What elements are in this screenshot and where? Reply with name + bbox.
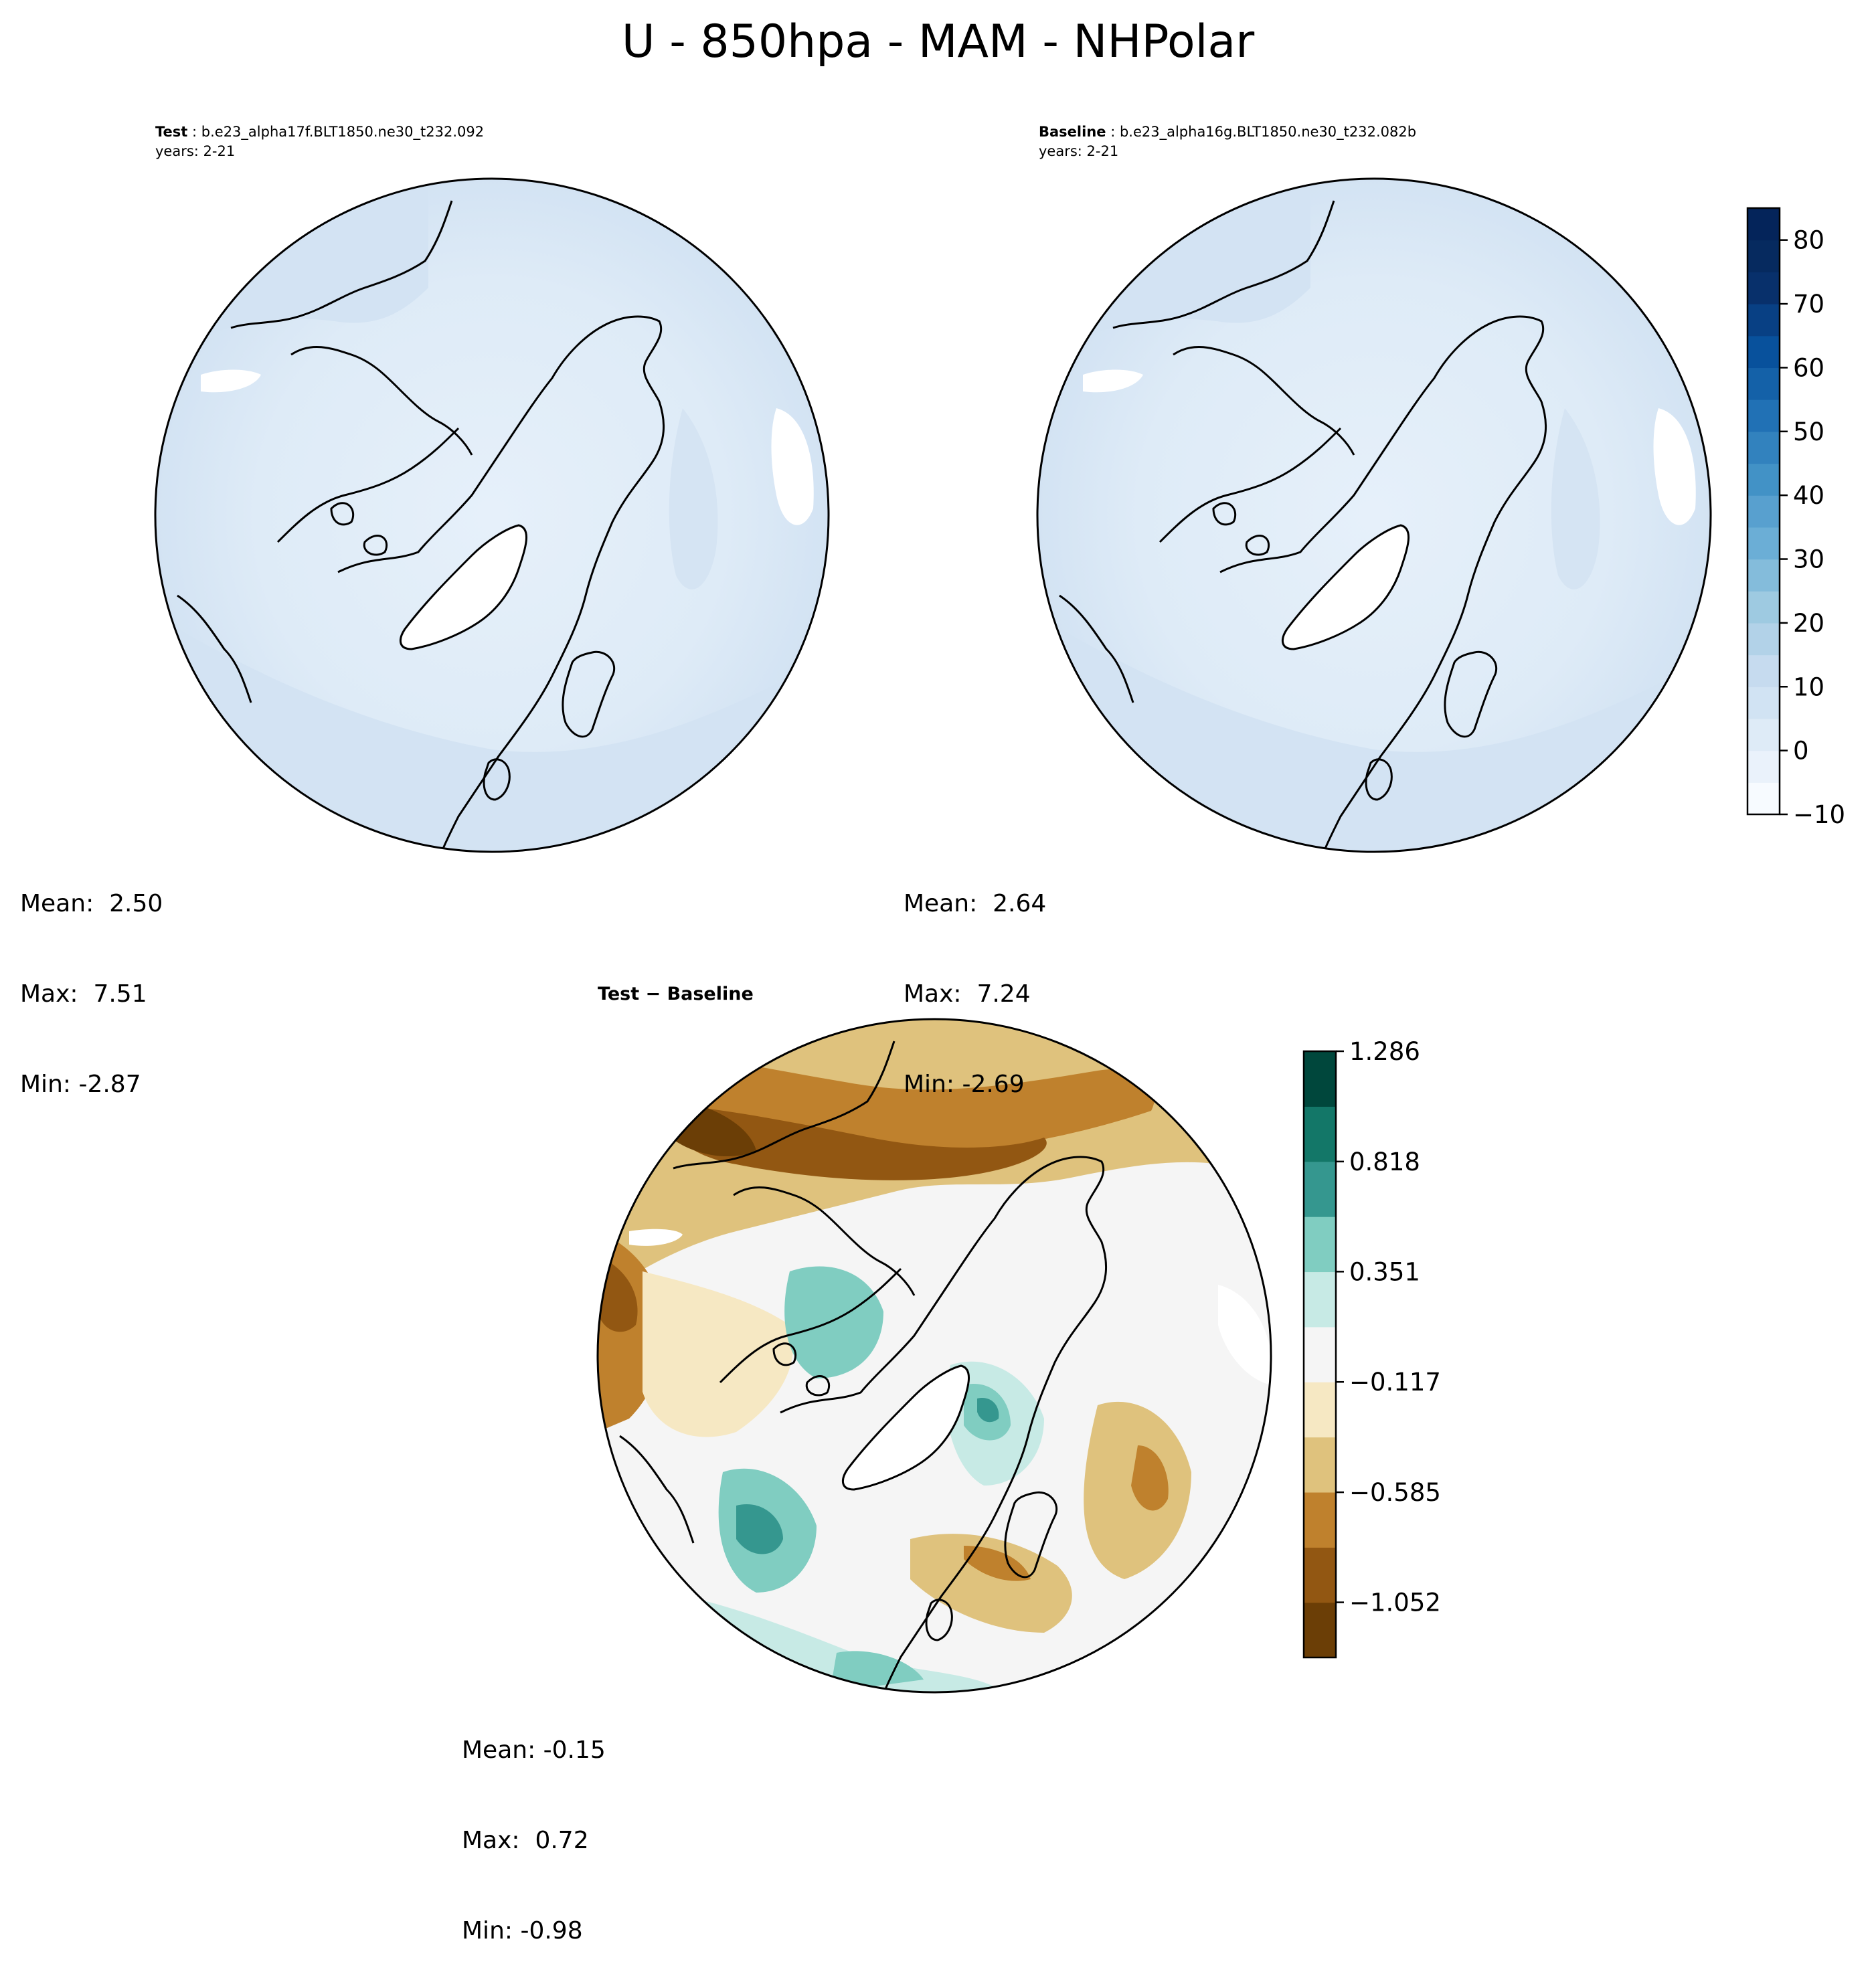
- baseline-stats: Mean: 2.64 Max: 7.24 Min: -2.69: [904, 828, 1046, 1130]
- field-colorbar-tick-label: 80: [1793, 226, 1824, 255]
- difference-colorbar-color-segment: [1304, 1271, 1336, 1328]
- field-colorbar-color-segment: [1747, 367, 1780, 400]
- field-colorbar-color-segment: [1747, 208, 1780, 241]
- difference-colorbar-tick-label: 1.286: [1349, 1037, 1420, 1066]
- field-colorbar-tick-label: 60: [1793, 353, 1824, 382]
- difference-colorbar-tick-label: 0.818: [1349, 1148, 1420, 1176]
- difference-colorbar-color-segment: [1304, 1106, 1336, 1162]
- difference-colorbar-color-segment: [1304, 1326, 1336, 1382]
- baseline-min: Min: -2.69: [904, 1071, 1025, 1098]
- field-colorbar-color-segment: [1747, 718, 1780, 751]
- difference-colorbar-color-segment: [1304, 1051, 1336, 1107]
- field-colorbar-color-segment: [1747, 399, 1780, 432]
- field-colorbar-color-segment: [1747, 527, 1780, 560]
- difference-colorbar-color-segment: [1304, 1217, 1336, 1273]
- difference-colorbar-frame: [1302, 1050, 1337, 1659]
- difference-colorbar: 1.286 0.818 0.351 −0.117 −0.585 −1.052: [1302, 1037, 1441, 1659]
- field-colorbar-color-segment: [1747, 240, 1780, 272]
- field-colorbar-tick-label: 50: [1793, 418, 1824, 446]
- field-colorbar-frame: [1746, 207, 1781, 816]
- difference-stats: Mean: -0.15 Max: 0.72 Min: -0.98: [462, 1675, 606, 1976]
- field-colorbar-color-segment: [1747, 495, 1780, 528]
- field-colorbar-color-segment: [1747, 463, 1780, 496]
- difference-title: Test − Baseline: [598, 984, 754, 1004]
- test-stats: Mean: 2.50 Max: 7.51 Min: -2.87: [20, 828, 163, 1130]
- test-years: years: 2-21: [155, 143, 236, 159]
- difference-colorbar-color-segment: [1304, 1602, 1336, 1658]
- field-colorbar-color-segment: [1747, 687, 1780, 719]
- difference-max: Max: 0.72: [462, 1827, 589, 1854]
- field-colorbar-color-segment: [1747, 559, 1780, 592]
- test-panel-header: Test : b.e23_alpha17f.BLT1850.ne30_t232.…: [155, 124, 485, 140]
- field-colorbar-tick-label: 10: [1793, 672, 1824, 701]
- field-colorbar-color-segment: [1747, 622, 1780, 656]
- baseline-label: Baseline: [1039, 124, 1106, 140]
- difference-mean: Mean: -0.15: [462, 1736, 606, 1764]
- field-colorbar-tick-label: 0: [1793, 737, 1809, 766]
- baseline-map-border: [1036, 177, 1712, 853]
- test-max: Max: 7.51: [20, 980, 147, 1008]
- baseline-panel-header: Baseline : b.e23_alpha16g.BLT1850.ne30_t…: [1039, 124, 1417, 140]
- difference-colorbar-tick-label: −0.117: [1349, 1368, 1441, 1397]
- difference-colorbar-tick-label: −1.052: [1349, 1589, 1441, 1617]
- field-colorbar-tick-label: −10: [1793, 800, 1845, 829]
- test-min: Min: -2.87: [20, 1071, 141, 1098]
- test-mean: Mean: 2.50: [20, 890, 163, 917]
- field-colorbar-tick-label: 30: [1793, 545, 1824, 574]
- field-colorbar-color-segment: [1747, 654, 1780, 687]
- difference-colorbar-color-segment: [1304, 1492, 1336, 1548]
- field-colorbar-tick-label: 70: [1793, 290, 1824, 319]
- figure-canvas: 80 70 60 50 40 30 20 10 0 −10 1.286 0.818 0.351 −0.1…: [154, 177, 1845, 1694]
- difference-min: Min: -0.98: [462, 1917, 583, 1945]
- field-colorbar-color-segment: [1747, 431, 1780, 464]
- difference-colorbar-color-segment: [1304, 1382, 1336, 1438]
- field-colorbar-color-segment: [1747, 335, 1780, 369]
- baseline-max: Max: 7.24: [904, 980, 1031, 1008]
- difference-colorbar-color-segment: [1304, 1437, 1336, 1493]
- baseline-map: [1036, 177, 1712, 853]
- field-colorbar-color-segment: [1747, 591, 1780, 624]
- field-colorbar-color-segment: [1747, 750, 1780, 783]
- baseline-case-name: b.e23_alpha16g.BLT1850.ne30_t232.082b: [1119, 124, 1417, 140]
- field-colorbar-tick-label: 20: [1793, 609, 1824, 638]
- field-colorbar-color-segment: [1747, 304, 1780, 337]
- baseline-mean: Mean: 2.64: [904, 890, 1047, 917]
- difference-title-minus: −: [645, 984, 661, 1004]
- difference-colorbar-color-segment: [1304, 1547, 1336, 1603]
- test-map-border: [154, 177, 830, 853]
- field-colorbar: 80 70 60 50 40 30 20 10 0 −10: [1746, 207, 1845, 829]
- field-colorbar-color-segment: [1747, 272, 1780, 304]
- difference-colorbar-color-segment: [1304, 1161, 1336, 1217]
- difference-colorbar-tick-label: −0.585: [1349, 1478, 1441, 1507]
- difference-colorbar-tick-label: 0.351: [1349, 1257, 1420, 1286]
- test-label: Test: [155, 124, 188, 140]
- figure-title: U - 850hpa - MAM - NHPolar: [621, 15, 1255, 68]
- baseline-years: years: 2-21: [1039, 143, 1119, 159]
- difference-map-border: [596, 1018, 1272, 1694]
- field-colorbar-tick-label: 40: [1793, 481, 1824, 510]
- difference-title-baseline: Baseline: [667, 984, 754, 1004]
- test-map: [154, 177, 830, 853]
- difference-map: [596, 1018, 1272, 1694]
- difference-title-test: Test: [598, 984, 640, 1004]
- field-colorbar-color-segment: [1747, 782, 1780, 815]
- test-case-name: b.e23_alpha17f.BLT1850.ne30_t232.092: [201, 124, 485, 140]
